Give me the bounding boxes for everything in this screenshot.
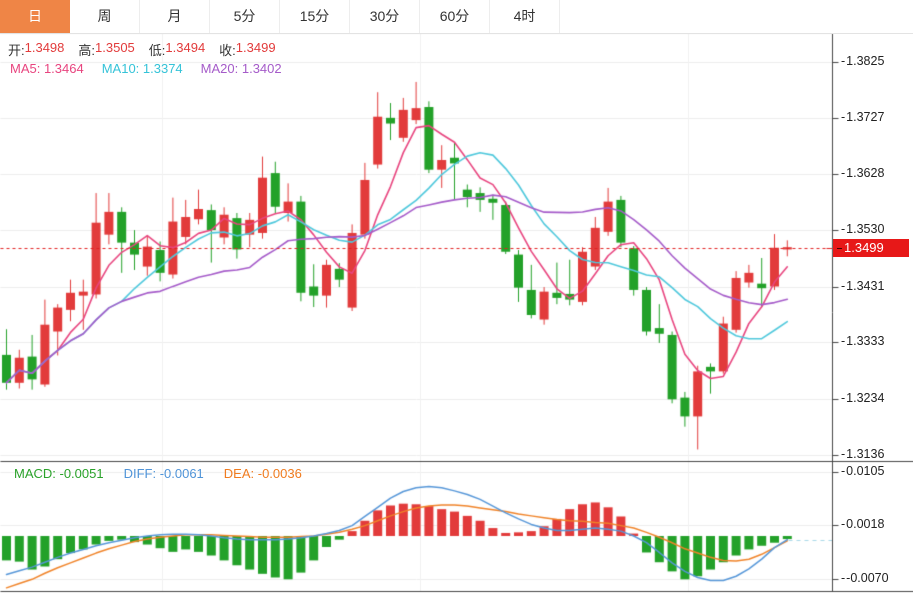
macd-axis-label-1: 0.0018	[841, 517, 884, 532]
last-price-value: 1.3499	[844, 240, 884, 255]
macd-legend: MACD: -0.0051 DIFF: -0.0061 DEA: -0.0036	[14, 466, 302, 481]
macd-legend-item-1: DIFF: -0.0061	[123, 466, 204, 481]
tab-period-6[interactable]: 60分	[420, 0, 490, 33]
ma-legend: MA5: 1.3464 MA10: 1.3374 MA20: 1.3402	[10, 61, 282, 76]
ohlc-item-3: 收: 1.3499	[219, 40, 275, 59]
last-price-tag: 1.3499	[833, 239, 909, 257]
price-axis-label-6: 1.3234	[841, 391, 884, 406]
price-axis-label-3: 1.3530	[841, 222, 884, 237]
ma-legend-item-2: MA20: 1.3402	[200, 61, 282, 76]
ohlc-label: 收:	[219, 43, 236, 58]
price-axis-label-1: 1.3727	[841, 110, 884, 125]
ohlc-label: 高:	[78, 43, 96, 58]
price-axis-label-4: 1.3431	[841, 279, 884, 294]
macd-legend-item-0: MACD: -0.0051	[14, 466, 104, 481]
price-axis-label-5: 1.3333	[841, 334, 884, 349]
ohlc-label: 低:	[148, 43, 166, 58]
ma-legend-item-1: MA10: 1.3374	[101, 61, 183, 76]
macd-axis-label-0: 0.0105	[841, 464, 884, 479]
ohlc-value: 1.3494	[165, 40, 206, 55]
macd-axis-label-2: -0.0070	[841, 571, 888, 586]
ohlc-item-1: 高: 1.3505	[78, 40, 134, 59]
tab-period-7[interactable]: 4时	[490, 0, 560, 33]
ohlc-value: 1.3498	[24, 40, 65, 55]
ma-legend-item-0: MA5: 1.3464	[10, 61, 84, 76]
ohlc-value: 1.3499	[235, 40, 276, 55]
tab-period-3[interactable]: 5分	[210, 0, 280, 33]
ohlc-item-2: 低: 1.3494	[149, 40, 205, 59]
tab-period-5[interactable]: 30分	[350, 0, 420, 33]
price-axis-label-7: 1.3136	[841, 447, 884, 462]
ohlc-legend: 开: 1.3498 高: 1.3505 低: 1.3494 收: 1.3499	[8, 40, 276, 59]
tab-period-1[interactable]: 周	[70, 0, 140, 33]
tab-period-4[interactable]: 15分	[280, 0, 350, 33]
macd-legend-item-2: DEA: -0.0036	[223, 466, 302, 481]
price-axis-label-2: 1.3628	[841, 166, 884, 181]
tab-period-0[interactable]: 日	[0, 0, 70, 33]
ohlc-item-0: 开: 1.3498	[8, 40, 64, 59]
ohlc-value: 1.3505	[95, 40, 135, 55]
ohlc-label: 开:	[8, 43, 25, 58]
tab-period-2[interactable]: 月	[140, 0, 210, 33]
price-tick-mark	[837, 248, 842, 250]
period-tabbar: 日周月 5分 15分 30分 60分 4时	[0, 0, 913, 34]
price-axis-label-0: 1.3825	[841, 54, 884, 69]
